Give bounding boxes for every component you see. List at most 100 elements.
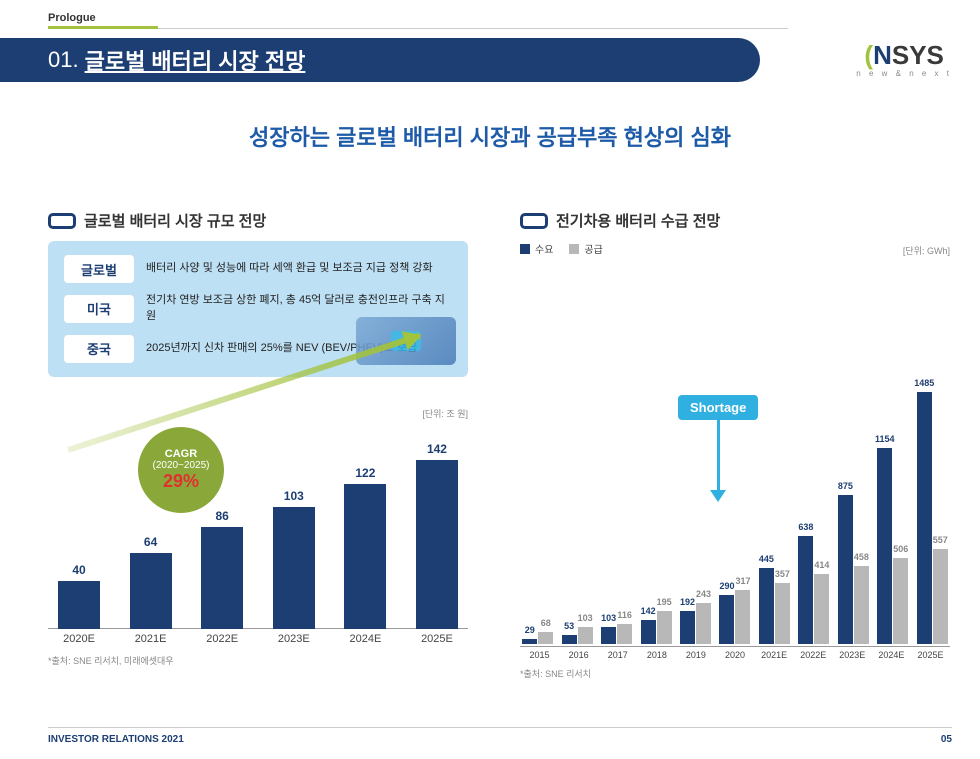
logo-sys: SYS — [892, 40, 944, 70]
bar: 103 — [273, 507, 315, 629]
demand-bar: 192 — [680, 611, 695, 644]
bar-group: 875458 — [836, 495, 871, 644]
legend-supply: 공급 — [569, 241, 602, 256]
info-box: 글로벌배터리 사양 및 성능에 따라 세액 환급 및 보조금 지급 정책 강화미… — [48, 241, 468, 377]
legend: 수요 공급 — [520, 241, 603, 256]
rounded-rect-icon — [520, 213, 548, 229]
rounded-rect-icon — [48, 213, 76, 229]
x-tick: 2015 — [520, 647, 559, 660]
bar-column: 103 — [269, 507, 319, 629]
prologue-underline — [48, 28, 788, 29]
bar-group: 53103 — [559, 627, 594, 645]
right-section-header: 전기차용 배터리 수급 전망 — [520, 210, 950, 231]
bar: 142 — [416, 460, 458, 629]
bar-value: 192 — [680, 597, 695, 607]
supply-bar: 357 — [775, 583, 790, 644]
supply-bar: 414 — [814, 574, 829, 644]
demand-bar: 290 — [719, 595, 734, 644]
bar-group: 142195 — [638, 611, 673, 644]
shortage-label: Shortage — [678, 395, 758, 420]
x-tick: 2022E — [197, 629, 247, 645]
legend-demand-swatch — [520, 244, 530, 254]
right-bar-chart: Shortage 2968531031031161421951922432903… — [520, 260, 950, 680]
bar-value: 122 — [344, 466, 386, 480]
bar-value: 86 — [201, 509, 243, 523]
supply-bar: 557 — [933, 549, 948, 644]
bar-value: 103 — [578, 613, 593, 623]
cagr-percent: 29% — [163, 471, 199, 492]
x-tick: 2021E — [126, 629, 176, 645]
bar-value: 243 — [696, 589, 711, 599]
right-source: *출처: SNE 리서치 — [520, 667, 591, 680]
bar-value: 557 — [933, 535, 948, 545]
bar-value: 29 — [525, 625, 535, 635]
right-panel: 전기차용 배터리 수급 전망 수요 공급 [단위: GWh] Shortage … — [520, 210, 950, 680]
x-tick: 2017 — [598, 647, 637, 660]
bar-value: 142 — [416, 442, 458, 456]
supply-bar: 243 — [696, 603, 711, 644]
footer: INVESTOR RELATIONS 2021 05 — [48, 727, 952, 745]
x-tick: 2019 — [676, 647, 715, 660]
legend-demand-label: 수요 — [535, 241, 553, 256]
supply-bar: 68 — [538, 632, 553, 644]
x-tick: 2018 — [637, 647, 676, 660]
x-tick: 2020E — [54, 629, 104, 645]
bar: 122 — [344, 484, 386, 629]
bar-group: 445357 — [757, 568, 792, 644]
page-number: 05 — [941, 734, 952, 745]
bar-value: 317 — [735, 576, 750, 586]
bar-value: 142 — [641, 606, 656, 616]
supply-bar: 195 — [657, 611, 672, 644]
x-tick: 2021E — [755, 647, 794, 660]
bar-value: 53 — [564, 621, 574, 631]
x-tick: 2023E — [269, 629, 319, 645]
x-tick: 2020 — [715, 647, 754, 660]
demand-bar: 53 — [562, 635, 577, 644]
bar-value: 1154 — [875, 434, 895, 444]
demand-bar: 142 — [641, 620, 656, 644]
cagr-line1: CAGR — [165, 448, 197, 460]
supply-bar: 317 — [735, 590, 750, 644]
title-banner: 01. 글로벌 배터리 시장 전망 — [0, 38, 760, 82]
x-tick: 2024E — [340, 629, 390, 645]
legend-supply-swatch — [569, 244, 579, 254]
right-header-text: 전기차용 배터리 수급 전망 — [556, 210, 720, 231]
bar-value: 1485 — [914, 378, 934, 388]
info-label: 글로벌 — [64, 255, 134, 283]
x-tick: 2025E — [911, 647, 950, 660]
info-row: 글로벌배터리 사양 및 성능에 따라 세액 환급 및 보조금 지급 정책 강화 — [64, 255, 452, 283]
bar-value: 103 — [273, 489, 315, 503]
bar-value: 445 — [759, 554, 774, 564]
bar-value: 68 — [541, 618, 551, 628]
x-tick: 2024E — [872, 647, 911, 660]
info-label: 미국 — [64, 295, 134, 323]
right-unit-label: [단위: GWh] — [903, 244, 950, 257]
bar-value: 64 — [130, 535, 172, 549]
supply-bar: 116 — [617, 624, 632, 644]
shortage-arrow-line — [717, 420, 720, 490]
left-panel: 글로벌 배터리 시장 규모 전망 글로벌배터리 사양 및 성능에 따라 세액 환… — [48, 210, 468, 667]
logo-n: N — [873, 40, 892, 70]
bar-value: 116 — [617, 610, 632, 620]
bar-column: 64 — [126, 553, 176, 629]
supply-bar: 103 — [578, 627, 593, 645]
supply-bar: 458 — [854, 566, 869, 644]
bar-group: 638414 — [796, 536, 831, 644]
demand-bar: 638 — [798, 536, 813, 644]
bar-value: 357 — [775, 569, 790, 579]
prologue-label: Prologue — [48, 12, 96, 24]
shortage-callout: Shortage — [678, 395, 758, 502]
bar-group: 290317 — [717, 590, 752, 644]
logo-bracket-icon: ( — [864, 40, 873, 70]
demand-bar: 1485 — [917, 392, 932, 644]
x-tick: 2023E — [833, 647, 872, 660]
logo-subtitle: n e w & n e x t — [856, 69, 952, 78]
demand-bar: 875 — [838, 495, 853, 644]
subtitle: 성장하는 글로벌 배터리 시장과 공급부족 현상의 심화 — [0, 120, 980, 152]
bar-group: 103116 — [599, 624, 634, 644]
left-header-text: 글로벌 배터리 시장 규모 전망 — [84, 210, 266, 231]
bar-value: 414 — [814, 560, 829, 570]
bar-column: 122 — [340, 484, 390, 629]
bar-group: 1485557 — [915, 392, 950, 644]
cagr-callout: CAGR (2020~2025) 29% — [138, 427, 224, 513]
